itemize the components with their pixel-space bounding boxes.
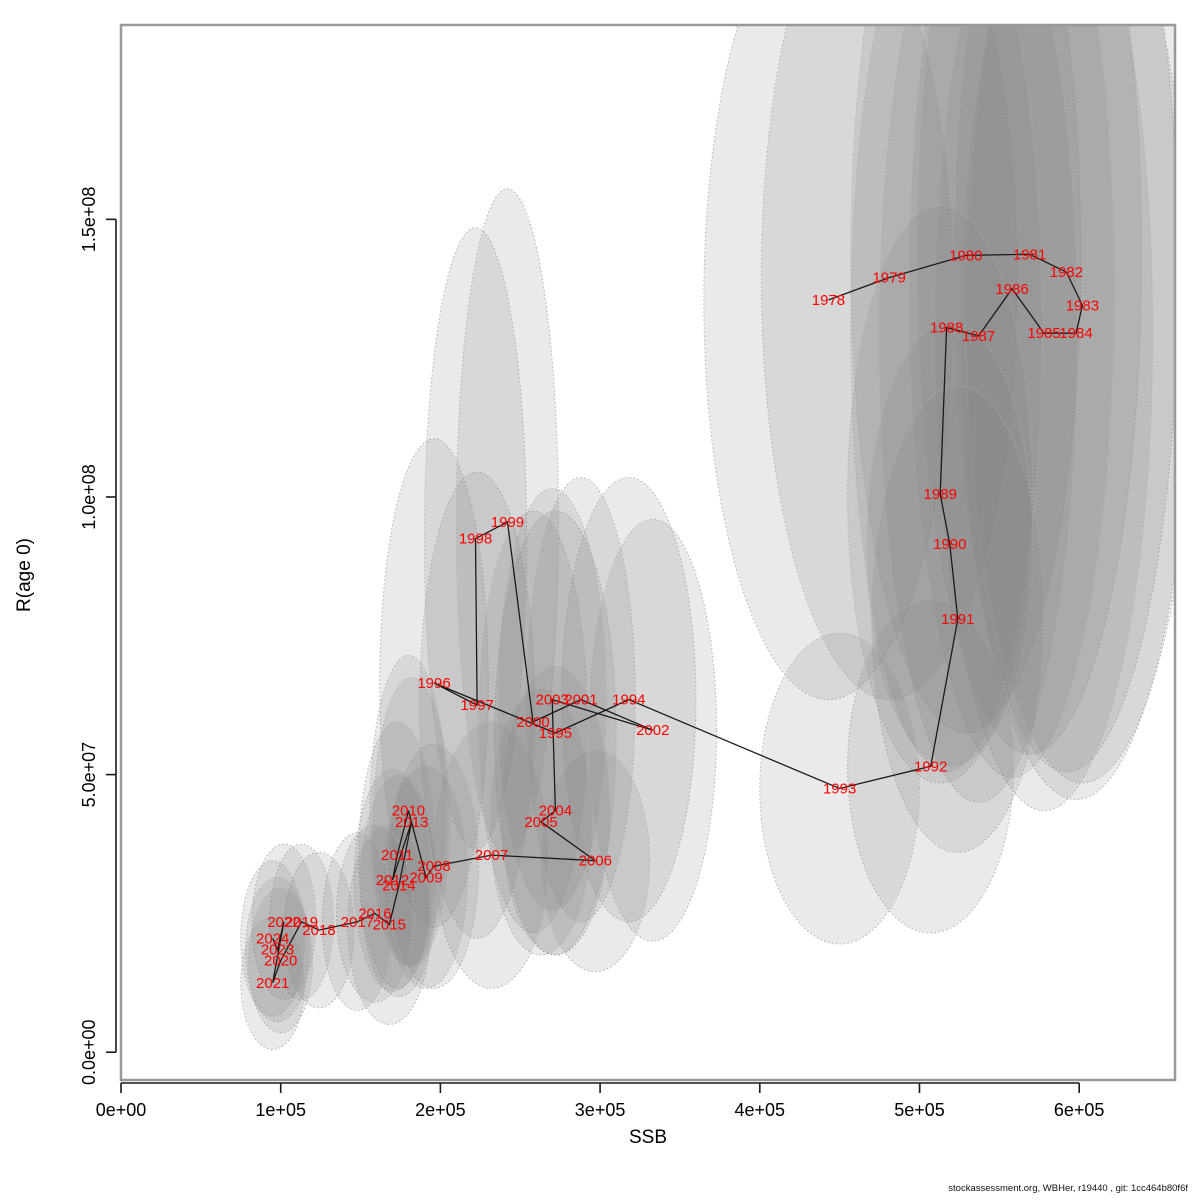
- x-tick-label: 4e+05: [735, 1100, 786, 1120]
- plot-frame: [119, 23, 1177, 1082]
- year-label: 1988: [930, 320, 963, 337]
- x-tick-label: 5e+05: [894, 1100, 945, 1120]
- footer-attribution: stockassessment.org, WBHer, r19440 , git…: [948, 1183, 1188, 1194]
- year-label: 2000: [516, 714, 549, 731]
- year-label: 2024: [256, 930, 289, 947]
- year-label: 2023: [261, 942, 294, 959]
- year-label: 2022: [267, 914, 300, 931]
- year-label: 1995: [539, 725, 572, 742]
- confidence-ellipse: [251, 843, 317, 1000]
- x-tick-label: 0e+00: [96, 1100, 147, 1120]
- year-label: 2010: [392, 803, 425, 820]
- year-label: 2019: [285, 914, 318, 931]
- year-label: 2013: [395, 814, 428, 831]
- year-label: 2007: [475, 847, 508, 864]
- confidence-ellipse: [850, 25, 1082, 734]
- year-label: 2017: [341, 914, 374, 931]
- year-label: 1992: [914, 758, 947, 775]
- year-label: 2011: [381, 847, 413, 864]
- y-tick-label: 0.0e+00: [79, 1019, 99, 1085]
- year-label: 1978: [812, 292, 845, 309]
- year-label: 1997: [460, 697, 493, 714]
- year-label: 1998: [459, 531, 492, 548]
- confidence-ellipse: [879, 25, 1079, 803]
- year-label: 1982: [1050, 264, 1083, 281]
- x-tick-label: 2e+05: [415, 1100, 466, 1120]
- x-tick-label: 6e+05: [1054, 1100, 1105, 1120]
- year-connector-line: [272, 253, 1084, 984]
- year-label: 1999: [491, 514, 524, 531]
- x-axis: 0e+00 1e+05 2e+05 3e+05 4e+05 5e+05 6e+05: [96, 1082, 1105, 1120]
- confidence-ellipse: [917, 25, 1142, 755]
- year-label: 1989: [924, 486, 957, 503]
- year-label: 2018: [302, 922, 335, 939]
- y-tick-label: 5.0e+07: [79, 742, 99, 808]
- year-label: 1979: [872, 270, 905, 287]
- confidence-ellipse: [934, 25, 1154, 812]
- year-label: 1987: [962, 328, 995, 345]
- year-label: 2015: [373, 917, 406, 934]
- year-label: 1984: [1059, 325, 1092, 342]
- year-label: 2003: [535, 692, 568, 709]
- confidence-ellipse: [760, 25, 1018, 701]
- year-label: 1980: [949, 247, 982, 264]
- confidence-ellipse: [966, 25, 1175, 784]
- y-tick-label: 1.0e+08: [79, 464, 99, 530]
- year-label: 1985: [1027, 325, 1060, 342]
- x-tick-label: 1e+05: [255, 1100, 306, 1120]
- x-tick-label: 3e+05: [575, 1100, 626, 1120]
- year-label: 1993: [823, 780, 856, 797]
- year-connector-path: [272, 253, 1084, 984]
- year-label: 2016: [358, 905, 391, 922]
- year-label: 2002: [636, 722, 669, 739]
- confidence-ellipse: [960, 25, 1175, 800]
- year-label: 1990: [933, 536, 966, 553]
- y-axis: 0.0e+00 5.0e+07 1.0e+08 1.5e+08: [79, 187, 117, 1085]
- year-label: 2020: [264, 953, 297, 970]
- year-label: 1991: [941, 611, 974, 628]
- x-axis-title: SSB: [629, 1127, 667, 1148]
- year-label: 1996: [417, 675, 450, 692]
- confidence-ellipse: [850, 25, 1043, 773]
- year-label: 2005: [524, 814, 557, 831]
- year-label: 2009: [409, 869, 442, 886]
- year-label: 1983: [1066, 297, 1099, 314]
- y-tick-label: 1.5e+08: [79, 187, 99, 253]
- year-label: 2001: [564, 692, 597, 709]
- confidence-ellipse: [703, 25, 954, 701]
- year-label: 2014: [382, 878, 415, 895]
- year-label: 1981: [1013, 246, 1046, 263]
- year-label: 2004: [539, 803, 572, 820]
- year-label: 2006: [579, 853, 612, 870]
- year-label: 1994: [612, 692, 645, 709]
- confidence-ellipse: [954, 25, 1175, 773]
- year-label: 2008: [417, 858, 450, 875]
- year-label: 1986: [995, 281, 1028, 298]
- year-label: 2021: [256, 975, 289, 992]
- y-axis-title: R(age 0): [14, 538, 35, 612]
- year-label: 2012: [376, 872, 409, 889]
